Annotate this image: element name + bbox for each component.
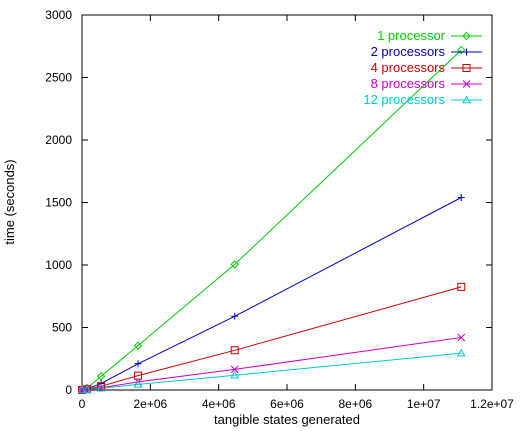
- data-point-series-3: [457, 282, 466, 291]
- y-tick-label: 1500: [45, 196, 72, 210]
- x-tick-label: 8e+06: [338, 397, 372, 411]
- data-point-series-5: [82, 385, 92, 393]
- y-tick-label: 1000: [45, 258, 72, 272]
- data-point-series-5: [133, 379, 143, 388]
- series-markers: [77, 45, 466, 395]
- legend-marker: [462, 80, 471, 88]
- legend-label: 12 processors: [363, 92, 445, 107]
- y-tick-label: 3000: [45, 8, 72, 22]
- data-point-series-3: [134, 371, 143, 380]
- data-point-series-4: [97, 383, 105, 392]
- legend-label: 1 processor: [377, 28, 446, 43]
- x-tick-label: 1.2e+07: [470, 397, 514, 411]
- legend-marker: [462, 31, 471, 41]
- y-axis-ticks: 0 500 1000 1500 2000 2500 3000: [45, 8, 492, 397]
- data-point-series-5: [96, 383, 106, 392]
- data-point-series-4: [230, 365, 239, 374]
- y-tick-label: 500: [52, 321, 72, 335]
- x-tick-label: 6e+06: [270, 397, 304, 411]
- y-tick-label: 0: [65, 383, 72, 397]
- legend-marker: [462, 64, 471, 72]
- data-point-series-1: [457, 45, 466, 55]
- data-point-series-4: [457, 333, 466, 342]
- data-point-series-2: [134, 360, 142, 368]
- y-axis-label: time (seconds): [2, 159, 17, 244]
- series-line-5: [81, 352, 462, 391]
- legend-label: 4 processors: [371, 60, 446, 75]
- y-tick-label: 2500: [45, 71, 72, 85]
- x-tick-label: 2e+06: [133, 397, 167, 411]
- legend-label: 8 processors: [371, 76, 446, 91]
- data-point-series-2: [231, 312, 239, 320]
- data-point-series-2: [97, 380, 105, 387]
- data-point-series-1: [96, 372, 106, 381]
- y-tick-label: 2000: [45, 133, 72, 147]
- legend-marker: [462, 95, 471, 104]
- data-point-series-5: [456, 348, 466, 357]
- data-point-series-1: [133, 341, 143, 350]
- series-line-2: [81, 197, 462, 391]
- x-tick-label: 1e+07: [407, 397, 441, 411]
- data-point-series-5: [230, 370, 240, 379]
- data-point-series-3: [97, 382, 106, 391]
- data-point-series-2: [457, 194, 465, 201]
- legend-marker: [463, 48, 470, 56]
- x-axis-label: tangible states generated: [214, 412, 360, 427]
- x-tick-label: 4e+06: [202, 397, 236, 411]
- series-line-3: [81, 286, 462, 391]
- legend-label: 2 processors: [371, 44, 446, 59]
- data-point-series-1: [230, 260, 239, 269]
- x-tick-label: 0: [79, 397, 86, 411]
- x-axis-ticks: 0 2e+06 4e+06 6e+06 8e+06 1e+07 1.2e+07: [79, 15, 514, 411]
- data-point-series-3: [230, 346, 239, 355]
- data-point-series-5: [77, 385, 87, 394]
